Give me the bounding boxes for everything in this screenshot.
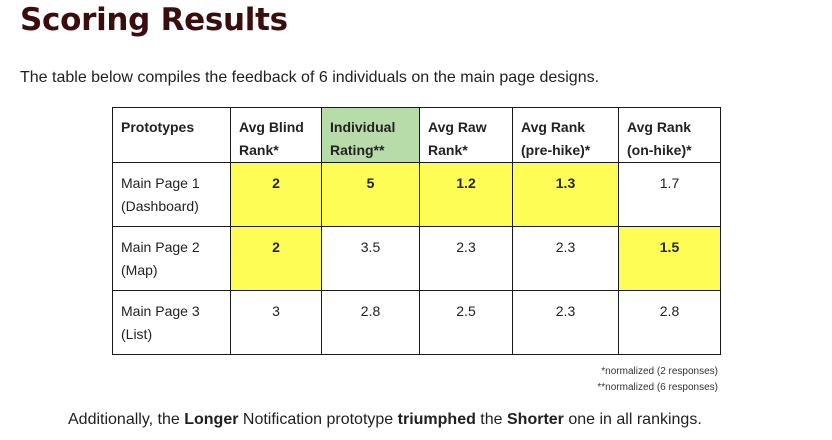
summary-text: Additionally, the Longer Notification pr… — [68, 411, 702, 428]
header-avg-rank-on-hike: Avg Rank (on-hike)* — [618, 107, 721, 163]
table-cell: 2.8 — [618, 290, 721, 355]
header-avg-blind-rank: Avg Blind Rank* — [230, 107, 322, 163]
header-prototypes: Prototypes — [112, 107, 231, 163]
page-title: Scoring Results — [20, 2, 288, 38]
scoring-table: Prototypes Avg Blind Rank* Individual Rati… — [112, 107, 721, 355]
emphasis-longer: Longer — [184, 411, 239, 428]
table-header-row: Prototypes Avg Blind Rank* Individual Rati… — [112, 107, 721, 163]
table-row: Main Page 2 (Map) 2 3.5 2.3 2.3 1.5 — [112, 226, 721, 291]
table-cell: 3 — [230, 290, 322, 355]
table-cell: 2.3 — [512, 290, 619, 355]
table-cell: 2 — [230, 226, 322, 291]
table-cell: 1.7 — [618, 162, 721, 227]
footnote-double-asterisk: **normalized (6 responses) — [597, 382, 718, 393]
emphasis-shorter: Shorter — [507, 411, 564, 428]
header-avg-rank-pre-hike: Avg Rank (pre-hike)* — [512, 107, 619, 163]
table-cell: 2.5 — [419, 290, 513, 355]
table-cell: 2 — [230, 162, 322, 227]
row-label-main-page-3: Main Page 3 (List) — [112, 290, 231, 355]
header-avg-raw-rank: Avg Raw Rank* — [419, 107, 513, 163]
table-cell: 1.3 — [512, 162, 619, 227]
footnote-single-asterisk: *normalized (2 responses) — [601, 366, 718, 377]
table-cell: 1.5 — [618, 226, 721, 291]
intro-text: The table below compiles the feedback of… — [20, 69, 600, 86]
table-cell: 1.2 — [419, 162, 513, 227]
table-cell: 5 — [321, 162, 420, 227]
table-row: Main Page 3 (List) 3 2.8 2.5 2.3 2.8 — [112, 290, 721, 355]
table-row: Main Page 1 (Dashboard) 2 5 1.2 1.3 1.7 — [112, 162, 721, 227]
header-individual-rating: Individual Rating** — [321, 107, 420, 163]
table-cell: 2.8 — [321, 290, 420, 355]
row-label-main-page-1: Main Page 1 (Dashboard) — [112, 162, 231, 227]
table-cell: 3.5 — [321, 226, 420, 291]
row-label-main-page-2: Main Page 2 (Map) — [112, 226, 231, 291]
table-cell: 2.3 — [512, 226, 619, 291]
emphasis-triumphed: triumphed — [397, 411, 476, 428]
table-cell: 2.3 — [419, 226, 513, 291]
